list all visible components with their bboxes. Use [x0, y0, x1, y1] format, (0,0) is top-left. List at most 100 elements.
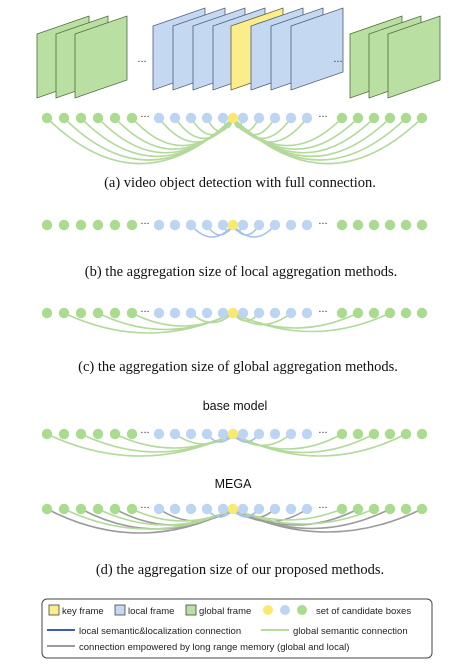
ellipsis-right: ...	[318, 303, 327, 315]
local-box-dot	[201, 428, 213, 440]
local-box-dot	[269, 307, 281, 319]
global-box-dot	[368, 307, 380, 319]
legend-global-frame: global frame	[199, 606, 251, 617]
caption-d: (d) the aggregation size of our proposed…	[96, 562, 384, 578]
key-box-dot	[227, 219, 239, 231]
local-box-dot	[285, 428, 297, 440]
global-box-dot	[416, 307, 428, 319]
local-box-dot	[237, 428, 249, 440]
local-box-dot	[269, 112, 281, 124]
local-box-dot	[253, 219, 265, 231]
global-box-dot	[368, 112, 380, 124]
global-box-dot	[75, 428, 87, 440]
local-box-dot	[217, 428, 229, 440]
local-box-dot	[185, 428, 197, 440]
global-box-dot	[92, 428, 104, 440]
global-box-dot	[126, 307, 138, 319]
label-mega: MEGA	[215, 477, 252, 491]
local-box-dot	[301, 219, 313, 231]
global-box-dot	[41, 112, 53, 124]
global-connection	[232, 508, 375, 525]
local-box-dot	[285, 307, 297, 319]
global-box-dot	[352, 503, 364, 515]
global-box-dot	[416, 219, 428, 231]
key-box-dot	[263, 605, 273, 615]
global-box-dot	[41, 219, 53, 231]
global-connection	[174, 433, 234, 445]
global-box-dot	[58, 307, 70, 319]
ellipsis-left: ...	[140, 424, 149, 436]
legend-memory-connection: connection empowered by long range memor…	[79, 642, 349, 653]
legend-candidate-boxes: set of candidate boxes	[316, 606, 411, 617]
global-box-dot	[336, 112, 348, 124]
global-connection	[232, 117, 308, 143]
local-box-dot	[269, 219, 281, 231]
global-frame	[74, 15, 128, 99]
global-box-dot	[368, 219, 380, 231]
ellipsis-right: ...	[318, 215, 327, 227]
global-box-dot	[400, 112, 412, 124]
global-frame-swatch	[185, 604, 197, 616]
global-box-dot	[109, 428, 121, 440]
global-box-dot	[416, 503, 428, 515]
key-box-dot	[227, 503, 239, 515]
global-box-dot	[92, 219, 104, 231]
local-box-dot	[217, 503, 229, 515]
global-box-dot	[41, 503, 53, 515]
key-frame-swatch	[48, 604, 60, 616]
ellipsis-right: ...	[318, 499, 327, 511]
global-box-dot	[384, 307, 396, 319]
global-box-dot	[400, 428, 412, 440]
local-box-dot	[253, 112, 265, 124]
local-box-dot	[169, 112, 181, 124]
local-box-dot	[153, 112, 165, 124]
global-box-dot	[368, 428, 380, 440]
local-box-dot	[253, 428, 265, 440]
local-box-dot	[169, 307, 181, 319]
global-box-dot	[368, 503, 380, 515]
global-box-dot	[41, 307, 53, 319]
global-box-dot	[384, 503, 396, 515]
local-box-dot	[201, 219, 213, 231]
local-box-dot	[253, 307, 265, 319]
global-box-dot	[92, 503, 104, 515]
caption-b: (b) the aggregation size of local aggreg…	[85, 264, 397, 280]
global-box-dot	[400, 219, 412, 231]
global-box-dot	[352, 428, 364, 440]
global-box-dot	[126, 219, 138, 231]
global-box-dot	[41, 428, 53, 440]
local-box-dot	[201, 112, 213, 124]
global-box-dot	[58, 112, 70, 124]
row-mega: ......	[41, 499, 428, 534]
local-box-dot	[153, 307, 165, 319]
local-box-dot	[301, 112, 313, 124]
local-box-dot	[169, 503, 181, 515]
row-base-model: ......	[41, 424, 428, 457]
key-box-dot	[227, 428, 239, 440]
global-connection	[232, 117, 423, 165]
local-box-dot	[285, 219, 297, 231]
global-connection	[114, 433, 234, 449]
global-box-dot	[75, 219, 87, 231]
local-box-dot	[169, 428, 181, 440]
global-box-dot	[75, 307, 87, 319]
global-box-dot	[109, 307, 121, 319]
local-box-dot	[185, 112, 197, 124]
global-box-dot	[384, 112, 396, 124]
local-box-dot	[153, 503, 165, 515]
global-box-dot	[58, 428, 70, 440]
local-box-dot	[285, 503, 297, 515]
legend-local-frame: local frame	[128, 606, 174, 617]
local-box-dot	[285, 112, 297, 124]
legend-box	[41, 598, 433, 659]
row-full-connection: ......	[41, 108, 428, 165]
global-box-dot	[92, 112, 104, 124]
global-frame	[387, 15, 441, 99]
local-box-dot	[217, 219, 229, 231]
local-box-dot	[217, 112, 229, 124]
memory-connection	[232, 508, 423, 533]
local-box-dot	[269, 503, 281, 515]
global-box-dot	[75, 112, 87, 124]
global-box-dot	[75, 503, 87, 515]
